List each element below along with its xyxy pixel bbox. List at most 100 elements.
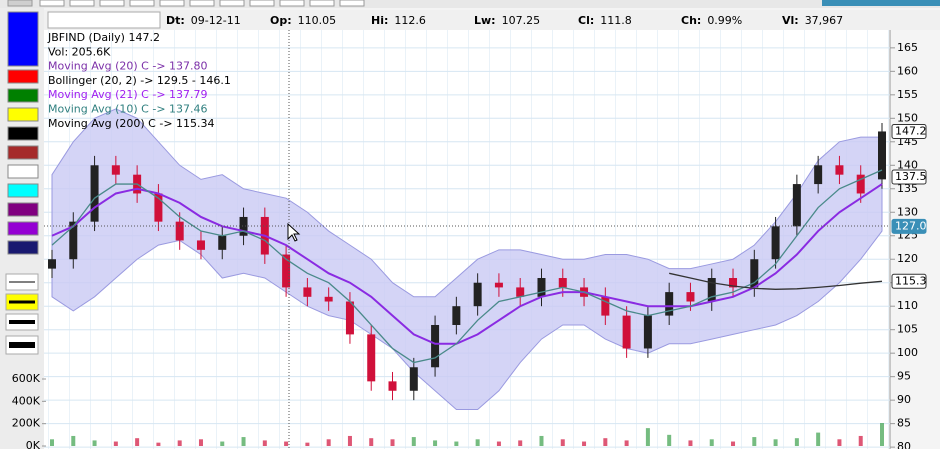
tool-button[interactable] xyxy=(279,0,305,7)
color-swatch[interactable] xyxy=(7,69,39,84)
candle-body xyxy=(878,131,886,180)
candle-body xyxy=(665,292,674,316)
candle-body xyxy=(729,278,738,288)
tool-button[interactable] xyxy=(309,0,335,7)
tool-button[interactable] xyxy=(249,0,275,7)
volume-bar xyxy=(496,441,501,446)
price-label: 137.5 xyxy=(895,170,927,183)
color-swatch[interactable] xyxy=(7,202,39,217)
volume-bar xyxy=(773,439,778,446)
candle-body xyxy=(494,282,503,288)
candle-body xyxy=(622,315,631,349)
field-value: 107.25 xyxy=(502,14,541,27)
toolbar-strip xyxy=(0,0,940,8)
candle-body xyxy=(154,193,163,222)
candle-body xyxy=(856,174,865,194)
candle-body xyxy=(707,278,716,302)
tool-button[interactable] xyxy=(7,0,33,7)
price-label-box xyxy=(891,123,927,139)
swatches xyxy=(7,11,39,255)
volume-bar xyxy=(731,441,736,446)
legend-entry: JBFIND (Daily) 147.2 xyxy=(47,31,160,44)
volume-tick-label: 200K xyxy=(12,417,41,430)
color-swatch[interactable] xyxy=(7,88,39,103)
candle-body xyxy=(516,287,525,297)
field-value: 0.99% xyxy=(707,14,742,27)
action-button[interactable] xyxy=(822,0,940,6)
candle-body xyxy=(686,292,695,302)
legend-entry: Moving Avg (21) C -> 137.79 xyxy=(48,88,208,101)
y-tick-label: 90 xyxy=(897,393,911,406)
color-swatch[interactable] xyxy=(7,221,39,236)
field-value: 111.8 xyxy=(600,14,632,27)
y-tick-label: 85 xyxy=(897,417,911,430)
volume-bar xyxy=(198,439,203,446)
candle-body xyxy=(558,278,567,288)
field-label: Vl: xyxy=(782,14,799,27)
field-label: Lw: xyxy=(474,14,496,27)
mouse-cursor xyxy=(287,222,301,242)
volume-bar xyxy=(454,441,459,446)
candle-body xyxy=(431,324,440,368)
volume-bar xyxy=(262,440,267,446)
candle-body xyxy=(452,306,461,325)
volume-bar xyxy=(220,441,225,446)
field-label: Op: xyxy=(270,14,292,27)
tool-button[interactable] xyxy=(129,0,155,7)
plot: 8085909510010511011512012513013514014515… xyxy=(12,41,927,449)
volume-bar xyxy=(709,439,714,446)
y-tick-label: 120 xyxy=(897,252,918,265)
tool-button[interactable] xyxy=(69,0,95,7)
legend-entry: Moving Avg (200) C -> 115.34 xyxy=(48,117,215,130)
color-swatch[interactable] xyxy=(7,240,39,255)
y-tick-label: 140 xyxy=(897,158,918,171)
price-label-box xyxy=(891,218,927,234)
color-swatch[interactable] xyxy=(7,11,39,67)
symbol-input[interactable] xyxy=(47,11,161,29)
volume-bar xyxy=(113,441,118,446)
tool-button[interactable] xyxy=(219,0,245,7)
tool-button[interactable] xyxy=(159,0,185,7)
info-fields: Dt: 09-12-11 Op: 110.05 Hi: 112.6 Lw: 107.25 Cl:… xyxy=(166,14,843,27)
field-label: Ch: xyxy=(681,14,701,27)
bollinger-band xyxy=(51,108,883,411)
candle-body xyxy=(69,221,78,260)
tool-button[interactable] xyxy=(189,0,215,7)
y-tick-label: 135 xyxy=(897,182,918,195)
legend-entry: Moving Avg (10) C -> 137.46 xyxy=(48,103,208,116)
line-styles xyxy=(5,273,39,355)
y-tick-label: 165 xyxy=(897,41,918,54)
indicator-line xyxy=(669,272,883,290)
indicator-line xyxy=(51,183,883,345)
volume-bar xyxy=(582,441,587,446)
color-swatch[interactable] xyxy=(7,145,39,160)
volume-bar xyxy=(241,437,246,446)
color-swatch[interactable] xyxy=(7,126,39,141)
volume-bar xyxy=(135,438,140,446)
volume-bar xyxy=(624,440,629,446)
volume-bar xyxy=(50,439,54,446)
candle-body xyxy=(388,381,397,391)
field-value: 37,967 xyxy=(805,14,844,27)
color-swatch[interactable] xyxy=(7,164,39,179)
candle-body xyxy=(601,296,610,316)
volume-bar xyxy=(539,435,544,446)
volume-bar xyxy=(603,438,608,446)
candle-body xyxy=(175,221,184,241)
tool-button[interactable] xyxy=(339,0,365,7)
tool-button[interactable] xyxy=(99,0,125,7)
candle-body xyxy=(196,240,205,250)
volume-bar xyxy=(837,439,842,446)
candle-body xyxy=(771,226,780,260)
color-swatch[interactable] xyxy=(7,183,39,198)
y-tick-label: 160 xyxy=(897,64,918,77)
volume-bar xyxy=(305,442,310,446)
volume-bar xyxy=(284,441,289,446)
candle-body xyxy=(345,301,354,335)
color-swatch[interactable] xyxy=(7,107,39,122)
candle-body xyxy=(473,282,482,307)
candle-body xyxy=(367,334,376,382)
tool-button[interactable] xyxy=(39,0,65,7)
field-value: 09-12-11 xyxy=(191,14,241,27)
candle-body xyxy=(48,259,56,269)
